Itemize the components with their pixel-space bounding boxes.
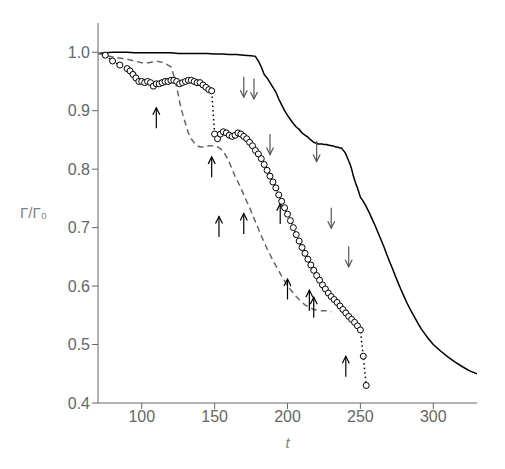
svg-text:200: 200 (274, 408, 301, 425)
svg-text:100: 100 (128, 408, 155, 425)
svg-text:t: t (285, 434, 290, 451)
svg-text:0.9: 0.9 (68, 102, 90, 119)
svg-text:150: 150 (201, 408, 228, 425)
svg-text:1.0: 1.0 (68, 44, 90, 61)
svg-text:0.4: 0.4 (68, 395, 90, 412)
svg-text:0.7: 0.7 (68, 219, 90, 236)
svg-text:250: 250 (347, 408, 374, 425)
svg-text:Γ/Γ₀: Γ/Γ₀ (20, 204, 47, 221)
svg-text:0.6: 0.6 (68, 278, 90, 295)
svg-text:300: 300 (420, 408, 447, 425)
svg-text:0.8: 0.8 (68, 161, 90, 178)
svg-text:0.5: 0.5 (68, 336, 90, 353)
